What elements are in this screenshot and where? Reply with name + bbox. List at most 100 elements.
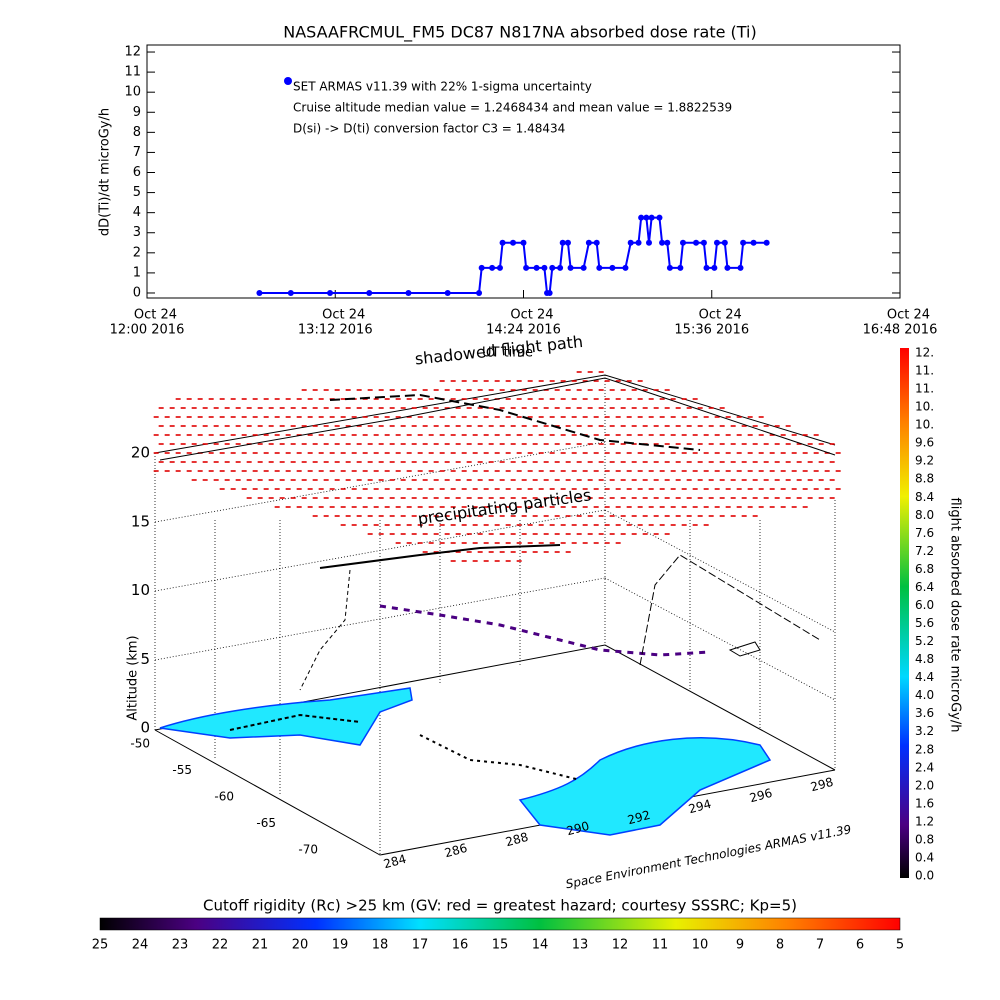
colorbar-label: flight absorbed dose rate microGy/h — [948, 498, 963, 733]
colorbar-tick-label: 2.4 — [915, 760, 934, 774]
data-point — [557, 264, 564, 271]
data-point — [559, 239, 566, 246]
colorbar-tick-label: 4.8 — [915, 652, 934, 666]
colorbar-tick-label: 4.0 — [915, 688, 934, 702]
x-tick-label: Oct 24 — [510, 308, 553, 323]
3d-grid — [154, 375, 836, 855]
lon-tick-label: 294 — [687, 797, 713, 816]
colorbar-tick-label: 0.0 — [915, 869, 934, 883]
x-tick-label: 12:00 2016 — [110, 323, 185, 338]
data-point — [635, 239, 642, 246]
lon-tick-label: 298 — [809, 775, 835, 794]
colorbar-tick-label: 20 — [292, 938, 309, 953]
y-tick-label: 10 — [124, 85, 141, 100]
x-tick-label: 15:36 2016 — [674, 323, 749, 338]
data-point — [646, 239, 652, 246]
data-point — [256, 289, 263, 296]
data-point — [622, 264, 629, 271]
data-point — [585, 239, 592, 246]
colorbar-tick-label: 14 — [532, 938, 549, 953]
cutoff-rigidity-map — [159, 687, 772, 836]
data-point — [478, 264, 485, 271]
x-tick-label: 13:12 2016 — [298, 323, 373, 338]
colorbar-tick-label: 13 — [572, 938, 589, 953]
data-point — [711, 264, 718, 271]
data-point — [564, 239, 571, 246]
series-line — [259, 216, 767, 294]
lat-tick-label: -55 — [172, 763, 192, 777]
lon-tick-label: 288 — [504, 830, 530, 849]
data-point — [327, 289, 334, 296]
colorbar-tick-label: 11. — [915, 382, 934, 396]
data-point — [405, 289, 412, 296]
colorbar-tick-label: 8 — [776, 938, 784, 953]
data-point — [693, 239, 700, 246]
data-point — [679, 239, 686, 246]
data-point — [648, 214, 655, 221]
data-point — [627, 239, 634, 246]
y-tick-label: 0 — [133, 285, 141, 300]
colorbar-tick-label: 19 — [332, 938, 349, 953]
colorbar-tick-label: 3.2 — [915, 724, 934, 738]
y-tick-label: 11 — [124, 65, 141, 80]
data-point — [444, 289, 451, 296]
data-point — [737, 264, 744, 271]
y-tick-label: 6 — [133, 165, 141, 180]
colorbar-tick-label: 11 — [652, 938, 669, 953]
data-point — [520, 239, 527, 246]
data-point — [666, 264, 673, 271]
colorbar-tick-label: 8.0 — [915, 508, 934, 522]
colorbar-tick-label: 24 — [132, 938, 149, 953]
x-tick-label: Oct 24 — [322, 308, 365, 323]
data-point — [499, 239, 506, 246]
colorbar-tick-label: 8.4 — [915, 490, 934, 504]
y-tick-label: 12 — [124, 45, 141, 60]
colorbar-tick-label: 15 — [492, 938, 509, 953]
chart-title: NASAAFRCMUL_FM5 DC87 N817NA absorbed dos… — [283, 23, 756, 43]
data-point — [510, 239, 517, 246]
lat-tick-label: -70 — [298, 843, 318, 857]
colorbar-tick-label: 6.0 — [915, 598, 934, 612]
colorbar-tick-label: 22 — [212, 938, 229, 953]
3d-panel: Altitude (km) shadowed flight path UT ti… — [126, 332, 853, 891]
colorbar-tick-label: 4.4 — [915, 670, 934, 684]
particle-field — [153, 371, 841, 562]
lat-tick-label: -50 — [130, 737, 150, 751]
data-point — [593, 239, 600, 246]
x-tick-label: Oct 24 — [699, 308, 742, 323]
data-point — [541, 264, 548, 271]
colorbar-tick-label: 16 — [452, 938, 469, 953]
legend-label: SET ARMAS v11.39 with 22% 1-sigma uncert… — [293, 80, 592, 94]
lon-tick-label: 284 — [382, 852, 408, 871]
colorbar-tick-label: 21 — [252, 938, 269, 953]
colorbar-tick-label: 7 — [816, 938, 824, 953]
y-tick-label: 1 — [133, 265, 141, 280]
colorbar-tick-label: 5 — [896, 938, 904, 953]
colorbar-tick-label: 1.6 — [915, 796, 934, 810]
annotation: Cruise altitude median value = 1.2468434… — [293, 101, 732, 115]
data-point — [664, 239, 671, 246]
x-tick-label: Oct 24 — [134, 308, 177, 323]
data-point — [546, 289, 553, 296]
colorbar-tick-label: 6 — [856, 938, 864, 953]
data-point — [659, 239, 666, 246]
lon-tick-label: 296 — [748, 786, 774, 805]
lat-tick-label: -65 — [256, 816, 276, 830]
colorbar — [900, 348, 909, 878]
y-axis-label: dD(Ti)/dt microGy/h — [98, 108, 113, 236]
data-point — [523, 264, 530, 271]
colorbar-tick-label: 3.6 — [915, 706, 934, 720]
data-point — [713, 239, 720, 246]
colorbar-tick-label: 10 — [692, 938, 709, 953]
data-point — [643, 214, 650, 221]
colorbar-tick-label: 6.4 — [915, 580, 934, 594]
colorbar-tick-label: 12 — [612, 938, 629, 953]
z-tick-label: 0 — [140, 719, 150, 737]
colorbar-tick-label: 17 — [412, 938, 429, 953]
data-point — [489, 264, 496, 271]
lat-tick-label: -60 — [214, 790, 234, 804]
data-point — [580, 264, 587, 271]
colorbar-tick-label: 10. — [915, 418, 934, 432]
colorbar-tick-label: 11. — [915, 364, 934, 378]
